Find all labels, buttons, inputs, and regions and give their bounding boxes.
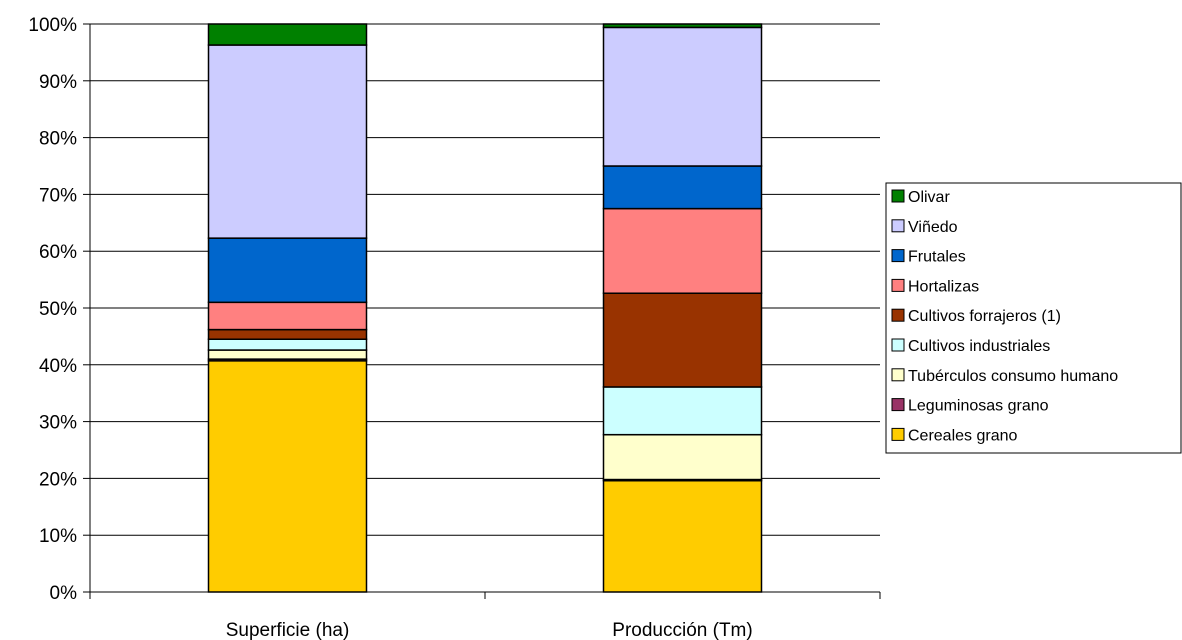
bar-segment — [207, 338, 368, 351]
legend-label: Cereales grano — [908, 427, 1018, 444]
x-tick-label: Producción (Tm) — [612, 620, 752, 640]
bar-segment — [207, 328, 368, 340]
bar-segment — [207, 237, 368, 304]
x-tick-label: Superficie (ha) — [226, 620, 350, 640]
bar-segment — [207, 360, 368, 593]
legend-label: Frutales — [908, 249, 966, 266]
bars — [207, 23, 763, 593]
bar-segment — [602, 433, 763, 481]
legend-swatch — [891, 368, 905, 382]
legend-label: Cultivos industriales — [908, 338, 1050, 355]
bar-segment — [602, 386, 763, 436]
legend-swatch — [891, 398, 905, 412]
legend-swatch — [891, 278, 905, 292]
y-tick-label: 90% — [39, 72, 77, 93]
bar-segment — [207, 301, 368, 331]
legend-swatch — [891, 308, 905, 322]
bar-segment — [207, 23, 368, 46]
legend-swatch — [891, 189, 905, 203]
legend-swatch — [891, 219, 905, 233]
y-tick-label: 30% — [39, 413, 77, 434]
bar-segment — [207, 44, 368, 239]
legend-swatch — [891, 427, 905, 441]
legend-label: Cultivos forrajeros (1) — [908, 308, 1061, 325]
y-tick-label: 10% — [39, 526, 77, 547]
y-tick-label: 70% — [39, 185, 77, 206]
bar-segment — [602, 479, 763, 593]
legend-swatch — [891, 249, 905, 263]
y-tick-label: 20% — [39, 469, 77, 490]
bar-segment — [207, 349, 368, 360]
legend-label: Olivar — [908, 189, 950, 206]
y-tick-label: 0% — [50, 583, 78, 604]
legend-label: Viñedo — [908, 219, 958, 236]
bar-segment — [602, 23, 763, 29]
legend-box — [885, 182, 1182, 454]
y-tick-label: 100% — [28, 15, 77, 36]
bar-segment — [602, 165, 763, 210]
y-tick-label: 50% — [39, 299, 77, 320]
axes: 0% 10% 20% 30% 40% 50% 60% 70% 80% 90% 100% Superfi… — [28, 15, 881, 640]
y-tick-label: 40% — [39, 356, 77, 377]
legend-label: Tubérculos consumo humano — [908, 368, 1118, 385]
bar-segment — [602, 26, 763, 167]
legend: Olivar Viñedo Frutales Hortalizas Cultivos f… — [885, 182, 1182, 454]
bar-segment — [602, 207, 763, 294]
bar-segment — [602, 292, 763, 388]
legend-label: Leguminosas grano — [908, 398, 1049, 415]
y-tick-label: 60% — [39, 242, 77, 263]
y-tick-label: 80% — [39, 129, 77, 150]
legend-swatch — [891, 338, 905, 352]
legend-label: Hortalizas — [908, 278, 979, 295]
